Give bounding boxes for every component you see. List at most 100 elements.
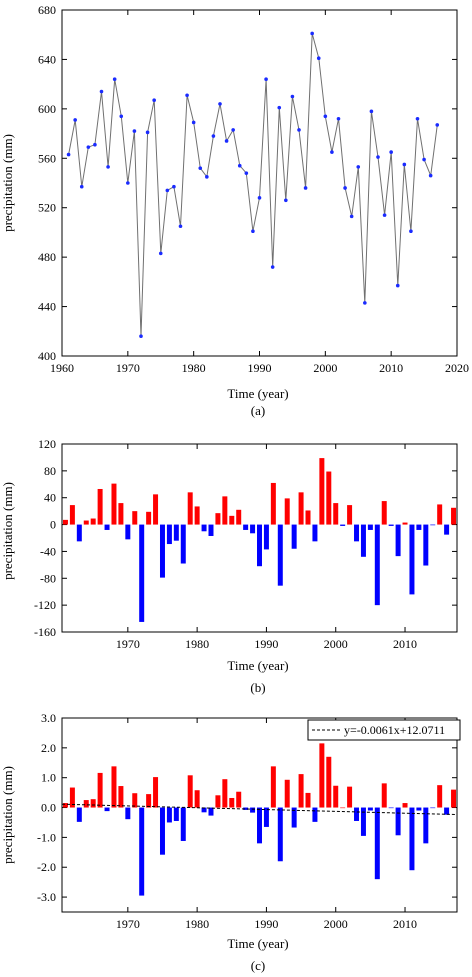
panel-b-ytick-label: -120 — [34, 598, 56, 612]
negative-anomaly-bar — [444, 524, 450, 535]
panel-b-ytick-label: 80 — [44, 464, 56, 478]
negative-anomaly-bar — [243, 807, 249, 810]
positive-anomaly-bar — [83, 520, 89, 525]
negative-anomaly-bar — [125, 524, 131, 540]
negative-anomaly-bar — [166, 524, 172, 545]
panel-a-xtick-label: 1970 — [116, 361, 140, 375]
panel-a-plot-frame — [61, 9, 458, 357]
panel-a-xtick-label: 1960 — [50, 361, 74, 375]
data-point — [112, 77, 117, 81]
panel-a-xlabel: Time (year) — [227, 386, 288, 401]
positive-anomaly-bar — [270, 482, 276, 525]
positive-anomaly-bar — [194, 506, 200, 525]
panel-a-ytick-label: 640 — [38, 52, 56, 66]
negative-anomaly-bar — [243, 524, 249, 530]
data-point — [132, 129, 137, 133]
panel-c-plot-frame — [61, 717, 458, 913]
panel-b-ytick-label: -80 — [40, 571, 56, 585]
panel-b-xtick-label: 2010 — [393, 637, 417, 651]
trend-legend: y=-0.0061x+12.0711 — [307, 719, 461, 741]
data-point — [172, 184, 176, 189]
positive-anomaly-bar — [236, 509, 242, 525]
data-point — [363, 301, 367, 305]
positive-anomaly-bar — [187, 492, 193, 525]
positive-anomaly-bar — [451, 507, 457, 525]
negative-anomaly-bar — [139, 524, 145, 622]
trend-line — [61, 803, 458, 816]
panel-a-ytick-label: 520 — [38, 201, 56, 215]
data-point — [349, 214, 354, 219]
positive-anomaly-bar — [284, 779, 290, 808]
data-point — [145, 130, 150, 135]
negative-anomaly-bar — [139, 807, 145, 896]
panel-a-ytick-label: 600 — [38, 102, 56, 116]
trend-legend-box — [307, 719, 461, 741]
data-point — [237, 163, 242, 168]
positive-anomaly-bar — [402, 803, 408, 808]
negative-anomaly-bar — [374, 524, 380, 606]
positive-anomaly-bar — [333, 785, 339, 808]
negative-anomaly-bar — [395, 807, 401, 836]
panel-c-ytick-label: 1.0 — [41, 771, 56, 785]
positive-anomaly-bar — [229, 515, 235, 525]
positive-anomaly-bar — [194, 790, 200, 808]
negative-anomaly-bar — [423, 524, 429, 566]
panel-b-ytick-label: -160 — [34, 625, 56, 639]
negative-anomaly-bar — [104, 807, 110, 812]
negative-anomaly-bar — [416, 807, 422, 811]
positive-anomaly-bar — [146, 511, 152, 525]
data-point — [270, 265, 275, 269]
panel-b-bar-chart: Time (year) (b) precipitation (mm) -160 -… — [0, 437, 458, 695]
data-point — [336, 116, 341, 121]
data-point — [428, 173, 433, 178]
positive-anomaly-bar — [62, 519, 68, 525]
negative-anomaly-bar — [208, 807, 214, 816]
panel-c-xtick-label: 1980 — [185, 917, 209, 931]
negative-anomaly-bar — [277, 807, 283, 862]
data-point — [93, 142, 97, 147]
negative-anomaly-bar — [257, 807, 262, 844]
negative-anomaly-bar — [291, 807, 297, 828]
data-point — [297, 128, 301, 132]
panel-c-xtick-label: 2000 — [324, 917, 348, 931]
positive-anomaly-bar — [90, 518, 96, 525]
panel-b-plot-frame — [61, 443, 458, 633]
positive-anomaly-bar — [118, 786, 124, 808]
negative-anomaly-bar — [104, 524, 110, 530]
positive-anomaly-bar — [298, 492, 304, 525]
positive-anomaly-bar — [153, 777, 159, 808]
negative-anomaly-bar — [277, 524, 283, 586]
negative-anomaly-bar — [173, 807, 179, 821]
data-point — [106, 165, 110, 169]
panel-a-xtick-label: 2010 — [379, 361, 403, 375]
panel-c-ytick-label: -1.0 — [37, 830, 56, 844]
data-point — [99, 89, 104, 94]
positive-anomaly-bar — [62, 803, 68, 808]
positive-anomaly-bar — [437, 504, 443, 525]
negative-anomaly-bar — [444, 807, 450, 815]
panel-b-xtick-label: 2000 — [324, 637, 348, 651]
panel-c-ytick-label: -3.0 — [37, 890, 56, 904]
positive-anomaly-bar — [222, 779, 228, 808]
negative-anomaly-bar — [360, 524, 366, 557]
negative-anomaly-bar — [312, 807, 318, 822]
panel-a-xtick-label: 1980 — [182, 361, 206, 375]
data-point — [244, 171, 249, 175]
negative-anomaly-bar — [395, 524, 401, 557]
data-point — [165, 188, 170, 193]
negative-anomaly-bar — [125, 807, 131, 820]
negative-anomaly-bar — [257, 524, 262, 567]
data-point — [178, 224, 183, 229]
panel-c-ytick-label: 0.0 — [41, 801, 56, 815]
negative-anomaly-bar — [388, 524, 394, 526]
negative-anomaly-bar — [201, 524, 207, 532]
negative-anomaly-bar — [374, 807, 380, 880]
data-point — [185, 93, 189, 98]
negative-anomaly-bar — [250, 807, 256, 813]
negative-anomaly-bar — [340, 524, 346, 526]
panel-c-ytick-label: -2.0 — [37, 860, 56, 874]
negative-anomaly-bar — [388, 807, 394, 809]
data-point — [218, 102, 222, 106]
positive-anomaly-bar — [451, 789, 457, 808]
